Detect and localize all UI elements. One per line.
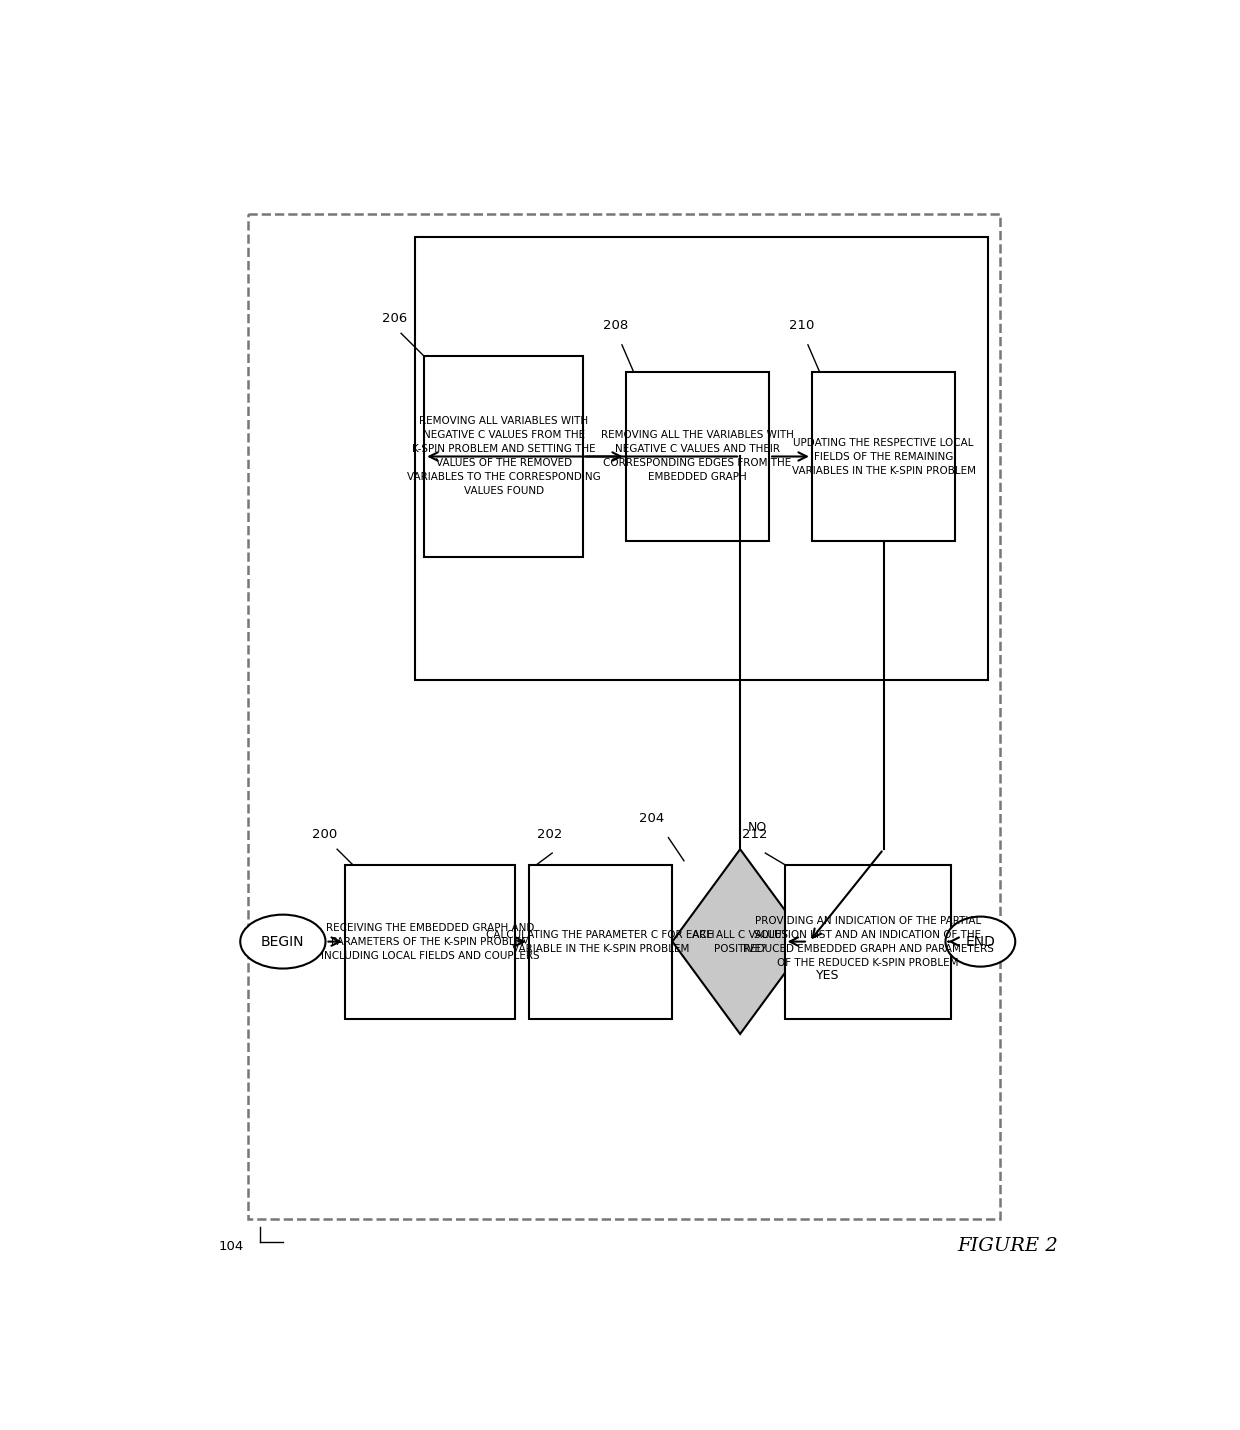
- Bar: [424, 356, 583, 556]
- Ellipse shape: [945, 917, 1016, 967]
- Text: UPDATING THE RESPECTIVE LOCAL
FIELDS OF THE REMAINING
VARIABLES IN THE K-SPIN PR: UPDATING THE RESPECTIVE LOCAL FIELDS OF …: [791, 438, 976, 476]
- Text: 206: 206: [382, 312, 407, 325]
- Text: ARE ALL C VALUES
POSITIVE?: ARE ALL C VALUES POSITIVE?: [692, 930, 789, 954]
- Bar: [812, 372, 955, 541]
- Text: YES: YES: [816, 968, 839, 981]
- Text: RECEIVING THE EMBEDDED GRAPH AND
PARAMETERS OF THE K-SPIN PROBLEM
INCLUDING LOCA: RECEIVING THE EMBEDDED GRAPH AND PARAMET…: [321, 922, 539, 961]
- Text: END: END: [966, 935, 996, 948]
- Polygon shape: [672, 849, 808, 1034]
- Bar: [626, 372, 769, 541]
- Text: BEGIN: BEGIN: [262, 935, 305, 948]
- Bar: [529, 865, 672, 1018]
- Bar: [248, 214, 999, 1218]
- Text: 208: 208: [603, 319, 627, 332]
- Text: REMOVING ALL THE VARIABLES WITH
NEGATIVE C VALUES AND THEIR
CORRESPONDING EDGES : REMOVING ALL THE VARIABLES WITH NEGATIVE…: [601, 430, 794, 482]
- Text: 200: 200: [312, 828, 337, 841]
- Text: REMOVING ALL VARIABLES WITH
NEGATIVE C VALUES FROM THE
K-SPIN PROBLEM AND SETTIN: REMOVING ALL VARIABLES WITH NEGATIVE C V…: [407, 416, 600, 496]
- Text: PROVIDING AN INDICATION OF THE PARTIAL
SOLUTION LIST AND AN INDICATION OF THE
RE: PROVIDING AN INDICATION OF THE PARTIAL S…: [743, 915, 993, 968]
- Text: CALCULATING THE PARAMETER C FOR EACH
VARIABLE IN THE K-SPIN PROBLEM: CALCULATING THE PARAMETER C FOR EACH VAR…: [486, 930, 715, 954]
- Text: 204: 204: [640, 812, 665, 825]
- Bar: [345, 865, 516, 1018]
- Bar: [414, 237, 988, 679]
- Text: FIGURE 2: FIGURE 2: [957, 1237, 1058, 1254]
- Bar: [785, 865, 951, 1018]
- Text: 104: 104: [219, 1240, 244, 1253]
- Text: 202: 202: [537, 828, 562, 841]
- Text: 212: 212: [742, 828, 768, 841]
- Ellipse shape: [241, 915, 325, 968]
- Text: NO: NO: [748, 821, 768, 834]
- Text: 210: 210: [789, 319, 813, 332]
